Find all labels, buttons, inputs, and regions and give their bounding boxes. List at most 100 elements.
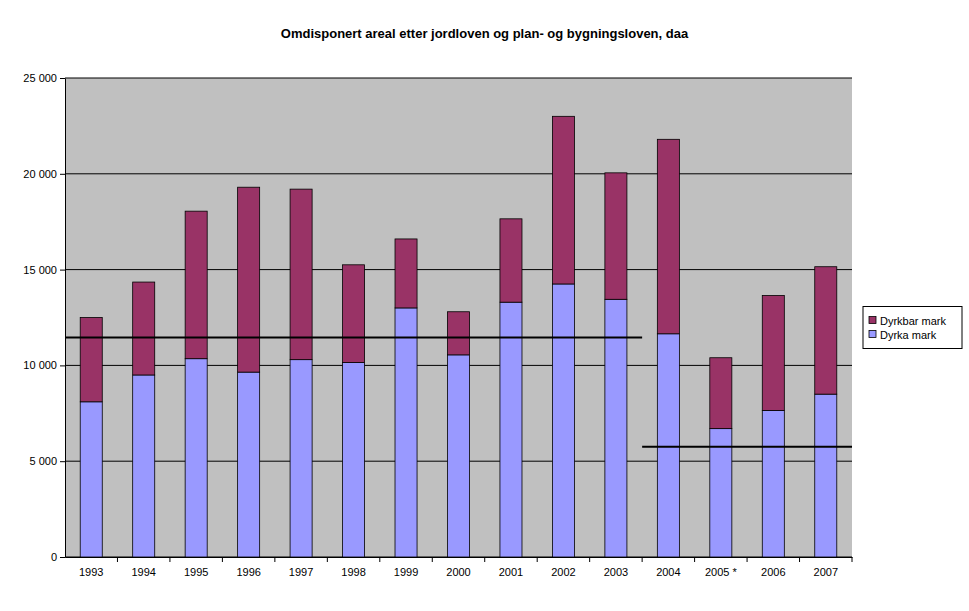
tick-mark (537, 557, 538, 562)
tick-mark (379, 557, 380, 562)
bar (657, 334, 679, 557)
legend-swatch (869, 317, 876, 324)
tick-label: 2003 (604, 566, 628, 578)
bar (657, 139, 679, 333)
background (0, 0, 969, 611)
grid-line (65, 78, 852, 79)
tick-label: 1994 (131, 566, 155, 578)
tick-label: 25 000 (23, 72, 57, 84)
series (80, 116, 837, 428)
reference-line (642, 446, 852, 448)
bar (133, 282, 155, 375)
axis-line (65, 79, 66, 558)
tick: 2000 (446, 557, 484, 578)
bar (80, 402, 102, 557)
tick-label: 0 (51, 551, 57, 563)
bar (343, 265, 365, 363)
bar (238, 372, 260, 557)
tick: 2001 (499, 557, 537, 578)
legend-label: Dyrka mark (880, 329, 937, 341)
grid-line (65, 173, 852, 174)
tick: 1996 (236, 557, 274, 578)
tick: 1995 (184, 557, 222, 578)
plot-area (65, 78, 852, 557)
grid (65, 78, 852, 557)
tick-label: 2006 (761, 566, 785, 578)
tick: 1997 (289, 557, 327, 578)
tick: 2004 (656, 557, 694, 578)
tick: 20 000 (23, 168, 65, 180)
tick-label: 2000 (446, 566, 470, 578)
bar (447, 312, 469, 355)
bar (605, 173, 627, 299)
tick-label: 2007 (814, 566, 838, 578)
grid-line (65, 269, 852, 270)
tick-mark (274, 557, 275, 562)
bar (762, 295, 784, 410)
bar (710, 358, 732, 429)
bar (80, 318, 102, 402)
tick-mark (60, 557, 65, 558)
bar (500, 219, 522, 302)
bar (343, 363, 365, 557)
tick-mark (60, 174, 65, 175)
bar (395, 308, 417, 557)
bar (185, 359, 207, 557)
tick-label: 1998 (341, 566, 365, 578)
tick-mark (222, 557, 223, 562)
axis-line (66, 557, 853, 558)
bar (762, 410, 784, 557)
tick-mark (327, 557, 328, 562)
tick: 10 000 (23, 359, 65, 371)
marks (65, 116, 852, 557)
tick-label: 1995 (184, 566, 208, 578)
tick-mark (169, 557, 170, 562)
tick-label: 15 000 (23, 264, 57, 276)
bar (185, 211, 207, 359)
bar (238, 187, 260, 372)
y-axis: 0 5 000 10 000 15 000 20 000 25 000 (23, 72, 65, 563)
tick: 1994 (131, 557, 169, 578)
tick-mark (852, 557, 853, 562)
tick-label: 2002 (551, 566, 575, 578)
tick: 15 000 (23, 264, 65, 276)
tick-label: 2004 (656, 566, 680, 578)
legend-swatch (869, 331, 876, 338)
tick-mark (117, 557, 118, 562)
tick-label: 5 000 (29, 455, 57, 467)
bar (290, 360, 312, 557)
x-axis: 1993 1994 1995 1996 1997 1998 1999 2000 2001 2002… (66, 557, 853, 578)
tick: 2005 * (705, 557, 747, 578)
tick: 5 000 (29, 455, 65, 467)
legend-box (863, 307, 962, 349)
tick: 1999 (394, 557, 432, 578)
tick-mark (799, 557, 800, 562)
reference-line (65, 337, 642, 339)
tick: 25 000 (23, 72, 65, 84)
tick: 2006 (761, 557, 799, 578)
legend: Dyrkbar markDyrka mark (863, 307, 962, 349)
tick-mark (60, 270, 65, 271)
bar (500, 302, 522, 557)
tick-label: 1999 (394, 566, 418, 578)
tick-mark (642, 557, 643, 562)
tick-label: 1996 (236, 566, 260, 578)
bar (815, 394, 837, 557)
tick-mark (60, 365, 65, 366)
tick-mark (694, 557, 695, 562)
tick-label: 2001 (499, 566, 523, 578)
bar (815, 267, 837, 394)
tick-label: 1997 (289, 566, 313, 578)
tick-mark (60, 78, 65, 79)
tick: 1993 (79, 557, 117, 578)
bar (447, 355, 469, 557)
bar (552, 116, 574, 284)
title: Omdisponert areal etter jordloven og pla… (281, 26, 689, 41)
bar (395, 239, 417, 308)
bar (552, 284, 574, 557)
bar (710, 429, 732, 557)
tick-mark (747, 557, 748, 562)
bar (290, 189, 312, 360)
tick: 2007 (814, 557, 852, 578)
tick-label: 2005 * (705, 566, 738, 578)
